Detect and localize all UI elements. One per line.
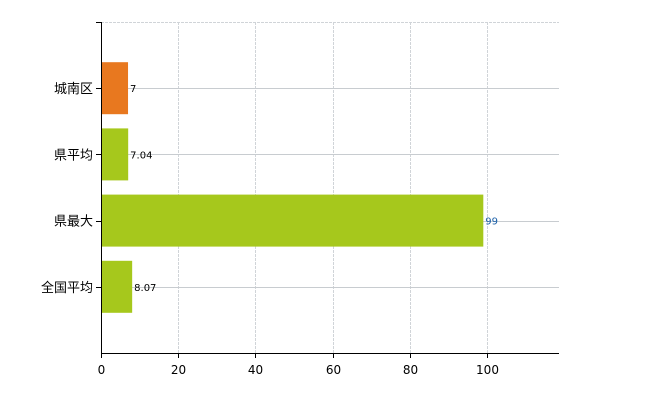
- category-label: 全国平均: [41, 280, 93, 296]
- category-label: 城南区: [54, 81, 93, 97]
- x-tick-label: 100: [476, 363, 499, 377]
- data-label: 8.07: [134, 283, 156, 294]
- category-label: 県平均: [54, 148, 93, 163]
- category-label: 県最大: [54, 215, 93, 230]
- bar: [101, 194, 484, 247]
- x-tick-label: 40: [248, 363, 263, 377]
- bar: [101, 128, 129, 181]
- x-tick-label: 80: [403, 363, 418, 377]
- x-tick-label: 20: [171, 363, 186, 377]
- x-tick-label: 0: [98, 363, 106, 377]
- data-label: 99: [485, 217, 498, 228]
- data-label: 7: [130, 84, 136, 95]
- data-label: 7.04: [130, 150, 152, 161]
- x-tick-label: 60: [326, 363, 341, 377]
- bar: [101, 260, 133, 313]
- bar: [101, 62, 129, 115]
